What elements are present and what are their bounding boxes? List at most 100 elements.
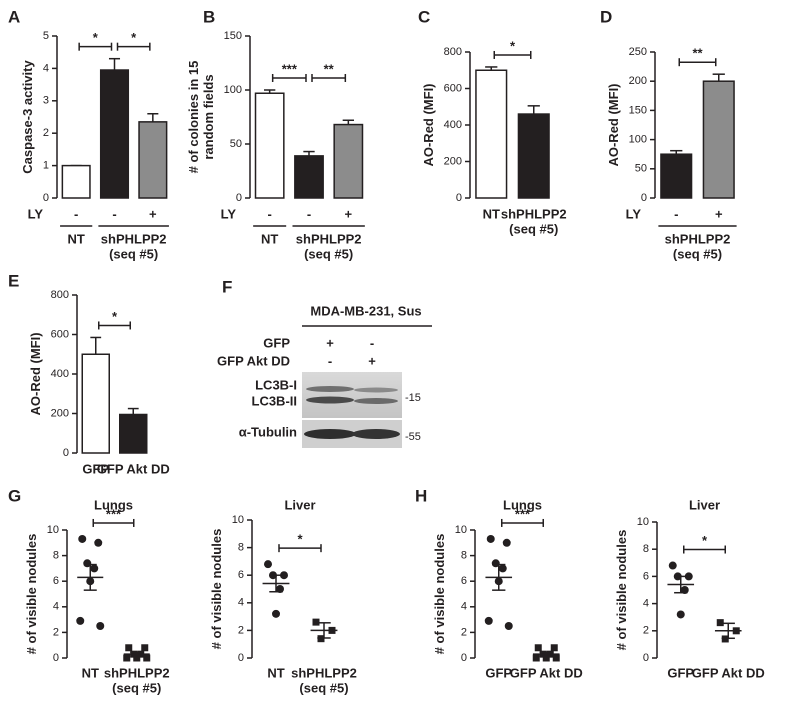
point: [676, 610, 685, 619]
y-tick-label: 100: [224, 84, 242, 96]
significance: *: [112, 309, 118, 324]
y-tick-label: 4: [238, 597, 244, 609]
y-axis-label: # of visible nodules: [24, 534, 39, 655]
point: [542, 654, 550, 662]
y-tick-label: 200: [51, 407, 69, 419]
bar: [81, 353, 110, 454]
bar: [254, 92, 285, 199]
x-tick-label: GFP Akt DD: [692, 665, 765, 680]
point: [280, 571, 288, 580]
x-tick-label: GFP Akt DD: [97, 461, 170, 476]
y-tick-label: 0: [236, 192, 242, 204]
x-tick-label: NT: [82, 665, 99, 680]
y-tick-label: 0: [461, 652, 467, 664]
significance: *: [702, 533, 708, 548]
point: [125, 644, 133, 652]
x-tick-label: NT: [483, 206, 500, 221]
blot-panel: F MDA-MB-231, Sus GFP + - GFP Akt DD - +…: [217, 277, 432, 448]
significance: ***: [282, 61, 298, 76]
point: [668, 561, 677, 570]
y-tick-label: 2: [643, 625, 649, 637]
significance: **: [324, 61, 335, 76]
point: [90, 564, 99, 573]
y-axis-label: AO-Red (MFI): [28, 332, 43, 415]
y-axis-label: AO-Red (MFI): [421, 83, 436, 166]
y-tick-label: 4: [43, 62, 49, 74]
y-tick-label: 2: [43, 127, 49, 139]
point: [716, 619, 724, 627]
y-tick-label: 0: [641, 192, 647, 204]
panel-letter: B: [203, 7, 215, 26]
y-tick-label: 0: [53, 652, 59, 664]
significance: ***: [515, 506, 531, 521]
group-label: (seq #5): [109, 246, 158, 261]
row-label: GFP Akt DD: [217, 353, 290, 368]
bar: [119, 413, 148, 454]
group-label: (seq #5): [304, 246, 353, 261]
point: [312, 618, 320, 626]
x-tick-label: +: [149, 206, 157, 221]
bar: [517, 113, 550, 199]
x-tick-label: -: [112, 206, 116, 221]
point: [504, 622, 513, 630]
lane-sign: +: [326, 335, 334, 350]
point: [76, 616, 85, 625]
group-label: shPHLPP2: [101, 231, 167, 246]
y-tick-label: 8: [53, 550, 59, 562]
y-tick-label: 0: [63, 447, 69, 459]
y-tick-label: 8: [461, 550, 467, 562]
point: [534, 644, 542, 652]
point: [684, 572, 693, 581]
x-tick-label: shPHLPP2: [501, 206, 567, 221]
y-tick-label: 600: [444, 82, 462, 94]
point: [141, 644, 149, 652]
y-axis-label: # of visible nodules: [209, 529, 224, 650]
x-tick-label: NT: [267, 665, 284, 680]
group-label: NT: [261, 231, 278, 246]
panel-letter: E: [8, 271, 19, 290]
row-label: LY: [221, 206, 237, 221]
point: [550, 644, 558, 652]
y-tick-label: 150: [629, 104, 647, 116]
panel-letter: G: [8, 486, 21, 505]
point: [264, 560, 272, 569]
band-label: LC3B-I: [255, 377, 297, 392]
x-tick-label: -: [307, 206, 311, 221]
band-label: LC3B-II: [252, 393, 298, 408]
panel-letter: C: [418, 7, 430, 26]
significance: *: [510, 38, 516, 53]
x-tick-label: (seq #5): [509, 221, 558, 236]
y-tick-label: 6: [461, 575, 467, 587]
chart-title: Liver: [284, 497, 315, 512]
y-axis-label: AO-Red (MFI): [606, 83, 621, 166]
x-tick-label: GFP: [82, 461, 109, 476]
band: [352, 429, 400, 439]
group-label: NT: [67, 231, 84, 246]
y-tick-label: 0: [238, 652, 244, 664]
y-tick-label: 800: [444, 46, 462, 58]
significance: ***: [106, 506, 122, 521]
point: [96, 622, 105, 630]
bar: [475, 69, 508, 199]
y-axis-label: # of colonies in 15: [186, 61, 201, 174]
point: [272, 609, 280, 618]
row-label: LY: [28, 206, 44, 221]
x-tick-label: -: [74, 206, 78, 221]
x-tick-label: GFP Akt DD: [510, 665, 583, 680]
y-tick-label: 10: [232, 514, 244, 526]
point: [133, 654, 141, 662]
x-tick-label: -: [267, 206, 271, 221]
y-tick-label: 8: [643, 543, 649, 555]
y-tick-label: 4: [643, 598, 649, 610]
lane-sign: -: [370, 335, 374, 350]
y-tick-label: 50: [230, 138, 242, 150]
point: [123, 654, 131, 662]
y-tick-label: 150: [224, 30, 242, 42]
y-axis-label: Caspase-3 activity: [20, 60, 35, 174]
cell-line: MDA-MB-231, Sus: [310, 303, 421, 318]
panel-letter: D: [600, 7, 612, 26]
y-tick-label: 5: [43, 30, 49, 42]
row-label: LY: [626, 206, 642, 221]
